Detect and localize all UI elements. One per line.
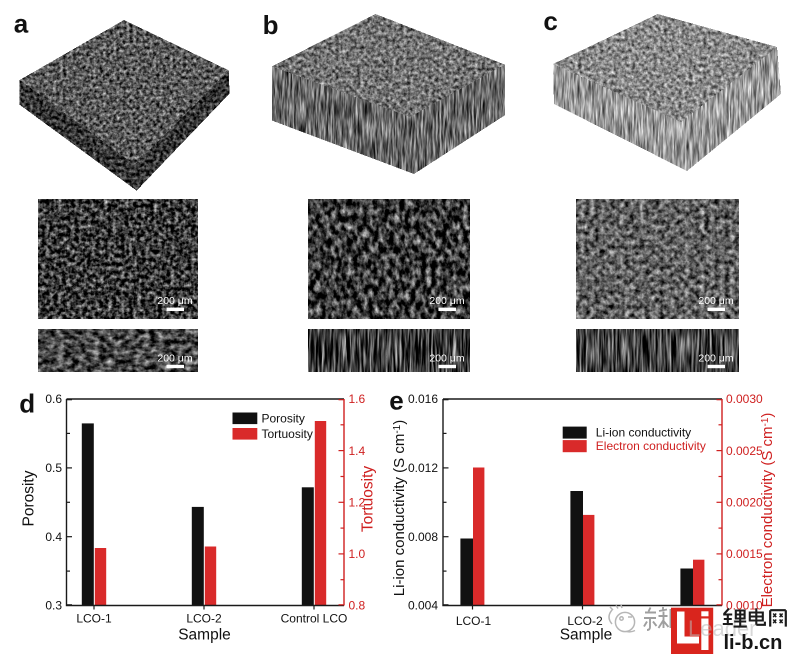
svg-text:200 μm: 200 μm: [429, 295, 464, 307]
svg-text:1.4: 1.4: [349, 444, 366, 458]
svg-text:200 μm: 200 μm: [157, 295, 192, 307]
svg-text:0.6: 0.6: [45, 392, 62, 406]
svg-text:Electron conductivity: Electron conductivity: [596, 439, 706, 453]
svg-text:0.012: 0.012: [408, 461, 438, 475]
svg-text:Porosity: Porosity: [21, 470, 38, 526]
svg-text:0.5: 0.5: [45, 461, 62, 475]
svg-text:Sample: Sample: [560, 627, 613, 644]
svg-text:200 μm: 200 μm: [698, 353, 733, 365]
svg-text:Li-ion conductivity (S cm-1): Li-ion conductivity (S cm-1): [391, 420, 408, 596]
svg-text:0.4: 0.4: [45, 530, 62, 544]
svg-text:0.0015: 0.0015: [726, 547, 763, 561]
svg-text:0.3: 0.3: [45, 599, 62, 613]
svg-text:LCO-1: LCO-1: [456, 614, 492, 628]
svg-text:0.0020: 0.0020: [726, 496, 763, 510]
svg-text:Sample: Sample: [178, 627, 231, 644]
svg-text:0.0010: 0.0010: [726, 599, 763, 613]
svg-text:LCO-2: LCO-2: [567, 614, 603, 628]
svg-text:200 μm: 200 μm: [698, 295, 733, 307]
svg-text:e: e: [389, 386, 403, 416]
svg-text:200 μm: 200 μm: [429, 353, 464, 365]
svg-text:1.2: 1.2: [349, 496, 366, 510]
svg-text:0.8: 0.8: [349, 599, 366, 613]
svg-text:Tortuosity: Tortuosity: [262, 427, 313, 441]
svg-text:0.0030: 0.0030: [726, 392, 763, 406]
svg-text:Tortuosity: Tortuosity: [360, 466, 377, 533]
svg-text:0.0025: 0.0025: [726, 444, 763, 458]
svg-text:a: a: [14, 9, 29, 39]
svg-text:LCO-2: LCO-2: [186, 612, 222, 626]
svg-text:LCO-1: LCO-1: [76, 612, 112, 626]
svg-text:c: c: [543, 6, 557, 36]
svg-text:1.6: 1.6: [349, 392, 366, 406]
svg-text:Electron conductivity (S cm-1): Electron conductivity (S cm-1): [759, 413, 776, 608]
svg-text:d: d: [19, 388, 35, 418]
svg-text:Control LCO: Control LCO: [281, 612, 348, 626]
svg-text:Porosity: Porosity: [262, 411, 305, 425]
svg-text:li-b.cn: li-b.cn: [724, 632, 783, 654]
svg-text:0.008: 0.008: [408, 530, 438, 544]
svg-text:200 μm: 200 μm: [157, 353, 192, 365]
svg-text:0.016: 0.016: [408, 392, 438, 406]
svg-text:1.0: 1.0: [349, 547, 366, 561]
svg-text:Leader: Leader: [688, 616, 757, 641]
svg-text:Li-ion conductivity: Li-ion conductivity: [596, 425, 691, 439]
svg-text:b: b: [263, 10, 279, 40]
svg-text:0.004: 0.004: [408, 599, 438, 613]
